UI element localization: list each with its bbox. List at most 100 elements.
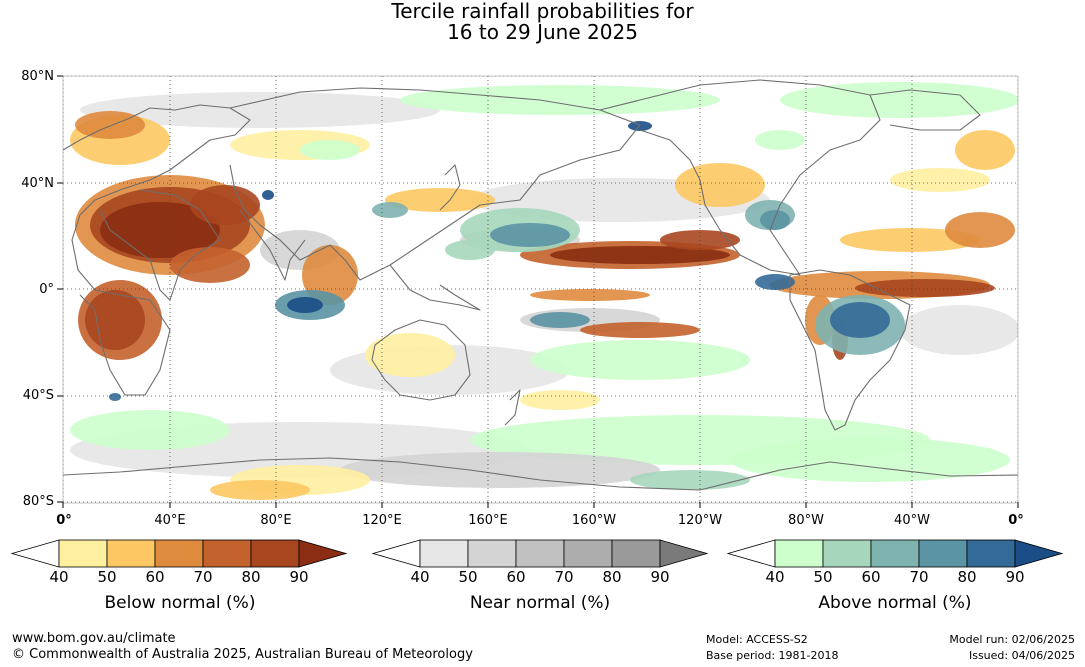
- probability-shading: [70, 82, 1018, 500]
- colorbar-max-arrow: [1014, 539, 1064, 568]
- probability-region: [385, 188, 495, 212]
- probability-region: [400, 85, 720, 115]
- probability-region: [900, 305, 1018, 355]
- probability-region: [760, 210, 790, 230]
- cb-above-tick: 80: [957, 568, 977, 586]
- lon-label-160w: 160°W: [571, 513, 617, 528]
- probability-region: [830, 302, 890, 338]
- coastline: [63, 457, 1018, 491]
- colorbar-max-arrow: [659, 539, 709, 568]
- lon-label-0: 0°: [56, 513, 72, 528]
- cb-below-tick: 90: [289, 568, 309, 586]
- lon-label-120w: 120°W: [677, 513, 723, 528]
- coastline: [239, 209, 306, 281]
- probability-region: [955, 130, 1015, 170]
- colorbar-below: [10, 539, 348, 568]
- probability-region: [287, 297, 323, 313]
- colorbar-segment: [822, 539, 872, 568]
- probability-region: [730, 438, 1010, 482]
- coastlines: [63, 79, 1018, 491]
- probability-region: [490, 223, 570, 247]
- graticule: [63, 76, 1018, 503]
- lon-label-80e: 80°E: [260, 513, 292, 528]
- footer-model: Model: ACCESS-S2: [706, 633, 808, 646]
- lon-label-80w: 80°W: [788, 513, 824, 528]
- cb-above-tick: 70: [909, 568, 929, 586]
- probability-region: [300, 140, 360, 160]
- colorbar-segment: [774, 539, 824, 568]
- coastline: [599, 79, 881, 276]
- colorbar-segment: [611, 539, 661, 568]
- probability-region: [340, 452, 660, 488]
- footer-copyright: © Commonwealth of Australia 2025, Austra…: [12, 647, 473, 662]
- probability-region: [530, 340, 750, 380]
- probability-region: [190, 185, 260, 225]
- colorbar-segment: [563, 539, 613, 568]
- footer-base-period: Base period: 1981-2018: [706, 649, 839, 662]
- probability-region: [890, 168, 990, 192]
- probability-region: [75, 111, 145, 139]
- lat-label-equator: 0°: [39, 282, 54, 297]
- colorbar-min-arrow: [371, 539, 421, 568]
- footer-issued: Issued: 04/06/2025: [968, 649, 1075, 662]
- cb-below-tick: 80: [241, 568, 261, 586]
- cb-below-tick: 50: [97, 568, 117, 586]
- colorbar-max-arrow: [298, 539, 348, 568]
- cb-below-tick: 60: [145, 568, 165, 586]
- cb-near-tick: 90: [650, 568, 670, 586]
- probability-region: [628, 121, 652, 131]
- lon-label-40e: 40°E: [154, 513, 186, 528]
- cb-above-title: Above normal (%): [818, 593, 972, 613]
- probability-region: [445, 240, 495, 260]
- probability-region: [630, 470, 750, 490]
- cb-below-title: Below normal (%): [104, 593, 256, 613]
- lon-label-160e: 160°E: [468, 513, 508, 528]
- cb-below-tick: 70: [193, 568, 213, 586]
- colorbar-segment: [250, 539, 300, 568]
- map-title-line1: Tercile rainfall probabilities for: [391, 0, 694, 23]
- colorbar-segment: [515, 539, 565, 568]
- probability-region: [210, 480, 310, 500]
- cb-near-tick: 60: [506, 568, 526, 586]
- colorbar-segment: [106, 539, 156, 568]
- colorbar-segment: [467, 539, 517, 568]
- lat-label-40n: 40°N: [21, 176, 54, 191]
- cb-near-title: Near normal (%): [469, 593, 611, 613]
- probability-region: [302, 245, 358, 305]
- coastline: [439, 164, 461, 211]
- colorbar-min-arrow: [10, 539, 60, 568]
- probability-region: [530, 289, 650, 301]
- cb-near-tick: 50: [458, 568, 478, 586]
- lon-label-120e: 120°E: [362, 513, 402, 528]
- probability-region: [840, 228, 980, 252]
- lat-label-80n: 80°N: [21, 69, 54, 84]
- probability-region: [100, 202, 220, 258]
- probability-region: [580, 322, 700, 338]
- probability-region: [855, 279, 995, 297]
- lon-label-40w: 40°W: [894, 513, 930, 528]
- probability-region: [755, 130, 805, 150]
- lat-label-80s: 80°S: [22, 494, 54, 509]
- coastline: [389, 264, 481, 311]
- colorbar-segment: [870, 539, 920, 568]
- probability-region: [780, 82, 1018, 118]
- colorbar-segment: [154, 539, 204, 568]
- colorbar-segment: [918, 539, 968, 568]
- probability-region: [675, 163, 765, 207]
- probability-region: [945, 212, 1015, 248]
- colorbar-min-arrow: [726, 539, 776, 568]
- probability-region: [109, 393, 121, 401]
- cb-above-tick: 60: [861, 568, 881, 586]
- cb-above-tick: 90: [1005, 568, 1025, 586]
- probability-region: [365, 333, 455, 377]
- probability-region: [530, 312, 590, 328]
- coastline: [789, 269, 911, 431]
- probability-region: [170, 247, 250, 283]
- lon-label-0-east: 0°: [1008, 513, 1024, 528]
- colorbar-segment: [58, 539, 108, 568]
- coastline: [63, 104, 251, 396]
- colorbar-near: [371, 539, 709, 568]
- colorbar-segment: [966, 539, 1016, 568]
- footer-url: www.bom.gov.au/climate: [12, 631, 176, 646]
